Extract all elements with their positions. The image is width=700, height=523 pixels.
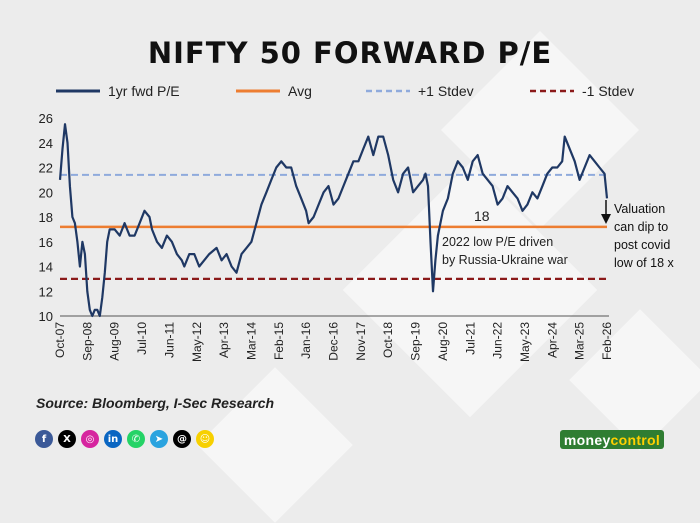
annotation-valuation: Valuation xyxy=(614,202,665,216)
background-diamond xyxy=(197,367,353,523)
y-tick-label: 14 xyxy=(39,260,53,275)
x-icon[interactable]: X xyxy=(58,430,76,448)
threads-icon[interactable]: @ xyxy=(173,430,191,448)
annotation-valuation: can dip to xyxy=(614,220,668,234)
y-tick-label: 26 xyxy=(39,111,53,126)
pe-series-line xyxy=(58,123,609,318)
y-tick-label: 10 xyxy=(39,309,53,324)
brand-part-money: money xyxy=(563,431,611,448)
y-tick-label: 16 xyxy=(39,235,53,250)
x-tick-label: Sep-08 xyxy=(80,322,94,361)
legend-label: 1yr fwd P/E xyxy=(108,83,180,99)
y-tick-label: 20 xyxy=(39,185,53,200)
x-tick-label: Feb-15 xyxy=(272,322,286,360)
x-tick-label: Sep-19 xyxy=(409,322,423,361)
x-tick-label: Apr-13 xyxy=(217,322,231,358)
annotation-2022-low: by Russia-Ukraine war xyxy=(442,253,568,267)
x-tick-label: Feb-26 xyxy=(600,322,614,360)
y-tick-label: 12 xyxy=(39,284,53,299)
x-tick-label: Jun-22 xyxy=(491,322,505,359)
instagram-icon[interactable]: ◎ xyxy=(81,430,99,448)
pe-chart: 1yr fwd P/E Avg +1 Stdev -1 Stdev 10 12 14 16 1… xyxy=(39,83,675,362)
x-tick-label: Apr-24 xyxy=(545,322,559,358)
telegram-icon[interactable]: ➤ xyxy=(150,430,168,448)
facebook-icon[interactable]: f xyxy=(35,430,53,448)
linkedin-icon[interactable]: in xyxy=(104,430,122,448)
legend-label: Avg xyxy=(288,83,312,99)
chart-title: NIFTY 50 FORWARD P/E xyxy=(147,36,553,70)
y-tick-label: 24 xyxy=(39,136,53,151)
annotation-valuation: post covid xyxy=(614,238,670,252)
annotation-valuation: low of 18 x xyxy=(614,256,675,270)
y-tick-label: 18 xyxy=(39,210,53,225)
source-note: Source: Bloomberg, I-Sec Research xyxy=(36,395,275,411)
annotation-18: 18 xyxy=(474,208,490,224)
y-tick-label: 22 xyxy=(39,161,53,176)
x-tick-label: Oct-18 xyxy=(381,322,395,358)
annotation-2022-low: 2022 low P/E driven xyxy=(442,235,553,249)
x-tick-label: May-12 xyxy=(190,322,204,362)
x-tick-label: May-23 xyxy=(518,322,532,362)
legend-label: +1 Stdev xyxy=(418,83,474,99)
moneycontrol-logo[interactable]: money control xyxy=(560,430,664,449)
x-tick-label: Oct-07 xyxy=(53,322,67,358)
social-share-bar: f X ◎ in ✆ ➤ @ ☺ xyxy=(35,430,214,448)
x-tick-label: Jul-10 xyxy=(135,322,149,355)
x-tick-label: Nov-17 xyxy=(354,322,368,361)
x-tick-label: Jul-21 xyxy=(463,322,477,355)
x-tick-label: Jun-11 xyxy=(162,322,176,358)
x-tick-label: Aug-20 xyxy=(436,322,450,361)
legend-label: -1 Stdev xyxy=(582,83,634,99)
annotation-arrow-head xyxy=(601,214,611,224)
brand-part-control: control xyxy=(610,431,661,448)
snapchat-icon[interactable]: ☺ xyxy=(196,430,214,448)
x-tick-label: Dec-16 xyxy=(327,322,341,361)
whatsapp-icon[interactable]: ✆ xyxy=(127,430,145,448)
x-tick-label: Mar-25 xyxy=(573,322,587,360)
x-tick-label: Jan-16 xyxy=(299,322,313,359)
x-tick-label: Mar-14 xyxy=(244,322,258,360)
x-tick-label: Aug-09 xyxy=(108,322,122,361)
